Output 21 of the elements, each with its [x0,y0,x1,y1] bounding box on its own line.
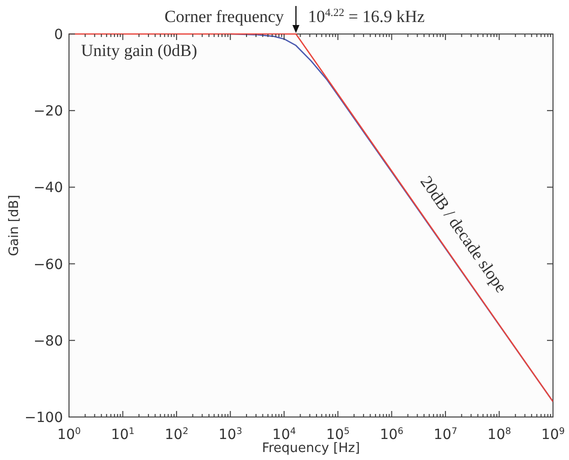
y-tick-label: −80 [33,333,63,350]
annotation: Unity gain (0dB) [81,41,198,60]
x-tick-label: 10$^{6}$ [380,427,404,443]
x-tick-label: 10$^{3}$ [218,427,242,443]
x-tick-label: 10$^{8}$ [487,427,512,443]
x-tick-label: 10$^{5}$ [326,427,350,443]
x-tick-label: 10$^{9}$ [541,427,566,443]
x-tick-label: 10$^{2}$ [164,427,188,443]
y-tick-label: 0 [54,27,63,43]
x-axis-title: Frequency [Hz] [262,441,360,456]
y-tick-label: −20 [33,104,63,120]
x-tick-label: 10$^{7}$ [434,427,458,443]
y-tick-label: −60 [33,256,63,273]
text: Corner frequency [164,7,284,26]
y-tick-label: −100 [24,410,63,426]
x-tick-label: 10$^{1}$ [110,427,135,443]
y-axis-title: Gain [dB] [7,194,22,256]
annotation: 10$^{4.22}$ = 16.9 kHz [308,7,426,26]
y-tick-label: −40 [33,180,63,196]
x-tick-label: 10$^{0}$ [57,427,82,443]
x-tick-label: 10$^{4}$ [272,427,296,443]
